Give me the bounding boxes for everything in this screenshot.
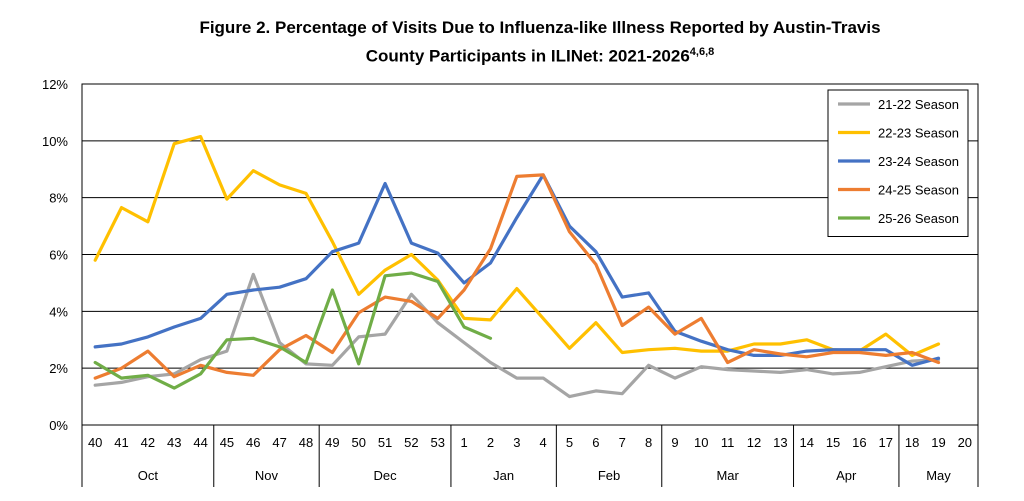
chart-title-line2-wrap: County Participants in ILINet: 2021-2026… [80,40,1000,69]
legend: 21-22 Season 22-23 Season 23-24 Season 24-2… [827,89,969,237]
legend-label: 21-22 Season [878,97,959,112]
x-tick-label: 42 [141,435,155,450]
x-tick-label: 52 [404,435,418,450]
x-tick-label: 5 [566,435,573,450]
y-tick-label: 6% [49,248,68,263]
legend-label: 24-25 Season [878,183,959,198]
month-label: Mar [716,468,739,483]
series-line-23-24-season [93,173,941,367]
series-line-25-26-season [93,271,493,390]
x-tick-label: 3 [513,435,520,450]
x-tick-label: 15 [826,435,840,450]
y-tick-label: 2% [49,361,68,376]
x-tick-label: 19 [931,435,945,450]
x-axis: 40 41 42 43 44 45 46 47 48 49 50 51 52 53 1 2 3 4 5 6 7 8 9 10 1… [81,425,979,487]
month-label: Dec [373,468,397,483]
x-tick-label: 47 [272,435,286,450]
legend-box [827,89,969,237]
x-tick-label: 20 [958,435,972,450]
chart-title-superscript: 4,6,8 [689,46,715,58]
x-tick-label: 1 [461,435,468,450]
month-label: Jan [493,468,514,483]
x-tick-label: 11 [721,435,735,450]
x-tick-label: 44 [193,435,207,450]
x-tick-label: 43 [167,435,181,450]
x-tick-label: 53 [431,435,445,450]
month-label: May [926,468,951,483]
x-tick-label: 46 [246,435,260,450]
x-tick-label: 49 [325,435,339,450]
x-tick-label: 51 [378,435,392,450]
x-tick-label: 13 [773,435,787,450]
month-label: Oct [138,468,159,483]
x-tick-label: 45 [220,435,234,450]
chart-title-line2: County Participants in ILINet: 2021-2026 [365,46,690,66]
month-label: Feb [598,468,620,483]
x-tick-label: 48 [299,435,313,450]
x-tick-label: 18 [905,435,919,450]
y-tick-label: 0% [49,418,68,433]
x-tick-label: 12 [747,435,761,450]
x-tick-label: 10 [694,435,708,450]
chart-title: Figure 2. Percentage of Visits Due to In… [80,16,1000,69]
month-label: Apr [836,468,857,483]
series-line-22-23-season [93,135,941,357]
legend-label: 23-24 Season [878,154,959,169]
legend-label: 22-23 Season [878,126,959,141]
x-tick-label: 4 [540,435,547,450]
x-tick-label: 16 [852,435,866,450]
y-tick-label: 4% [49,304,68,319]
y-axis-ticks: 0% 2% 4% 6% 8% 10% 12% [42,77,68,433]
series-line-21-22-season [93,272,941,399]
month-label: Nov [255,468,279,483]
y-tick-label: 12% [42,77,68,92]
legend-label: 25-26 Season [878,211,959,226]
x-tick-label: 9 [671,435,678,450]
x-tick-label: 8 [645,435,652,450]
y-tick-label: 10% [42,134,68,149]
x-tick-label: 6 [592,435,599,450]
series-line-24-25-season [93,173,941,380]
x-tick-label: 7 [619,435,626,450]
chart-title-line1: Figure 2. Percentage of Visits Due to In… [199,18,881,37]
series-lines [93,135,941,399]
x-tick-label: 41 [114,435,128,450]
x-tick-label: 40 [88,435,102,450]
y-tick-label: 8% [49,191,68,206]
x-tick-label: 2 [487,435,494,450]
x-tick-label: 50 [351,435,365,450]
x-tick-label: 17 [879,435,893,450]
x-tick-label: 14 [799,435,813,450]
